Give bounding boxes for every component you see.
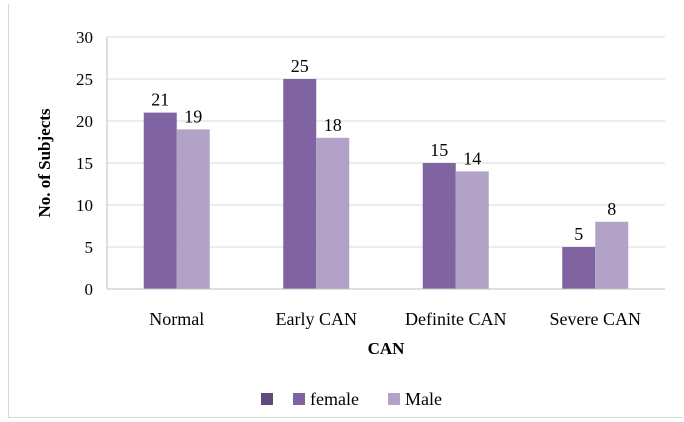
bar-female	[422, 163, 456, 289]
data-label: 21	[151, 90, 169, 110]
y-tick-label: 20	[76, 112, 93, 131]
y-tick-label: 30	[76, 28, 93, 47]
data-label: 14	[463, 148, 481, 168]
legend-label-female: female	[310, 389, 359, 409]
bar-female	[283, 79, 317, 289]
bars	[143, 79, 629, 289]
y-axis-title: No. of Subjects	[35, 108, 54, 217]
y-tick-label: 10	[76, 196, 93, 215]
data-label: 19	[184, 106, 202, 126]
bar-female	[143, 112, 177, 289]
x-tick-label: Early CAN	[276, 309, 357, 329]
legend-label-male: Male	[405, 389, 442, 409]
x-tick-label: Normal	[149, 309, 204, 329]
y-axis-ticks: 0 5 10 15 20 25 30	[76, 28, 93, 299]
data-label: 15	[430, 140, 448, 160]
data-label: 25	[291, 56, 309, 76]
x-tick-label: Definite CAN	[405, 309, 506, 329]
bar-male	[455, 171, 489, 289]
bar-male	[176, 129, 210, 289]
bar-male	[595, 221, 629, 289]
x-tick-label: Severe CAN	[550, 309, 641, 329]
data-label: 18	[324, 115, 342, 135]
legend: female Male	[261, 389, 442, 409]
data-label: 5	[574, 224, 583, 244]
data-labels: 21 19 25 18 15 14 5 8	[151, 56, 616, 244]
gridlines	[107, 36, 665, 248]
bar-male	[316, 137, 350, 289]
y-tick-label: 5	[85, 238, 94, 257]
x-axis-title: CAN	[368, 339, 406, 358]
y-tick-label: 15	[76, 154, 93, 173]
legend-marker-male	[388, 393, 400, 405]
y-tick-label: 25	[76, 70, 93, 89]
data-label: 8	[607, 199, 616, 219]
bar-female	[562, 247, 596, 289]
x-axis-ticks: Normal Early CAN Definite CAN Severe CAN	[149, 309, 641, 329]
chart-frame	[8, 4, 682, 418]
y-tick-label: 0	[85, 280, 94, 299]
legend-marker-female	[293, 393, 305, 405]
legend-marker-extra	[261, 393, 273, 405]
